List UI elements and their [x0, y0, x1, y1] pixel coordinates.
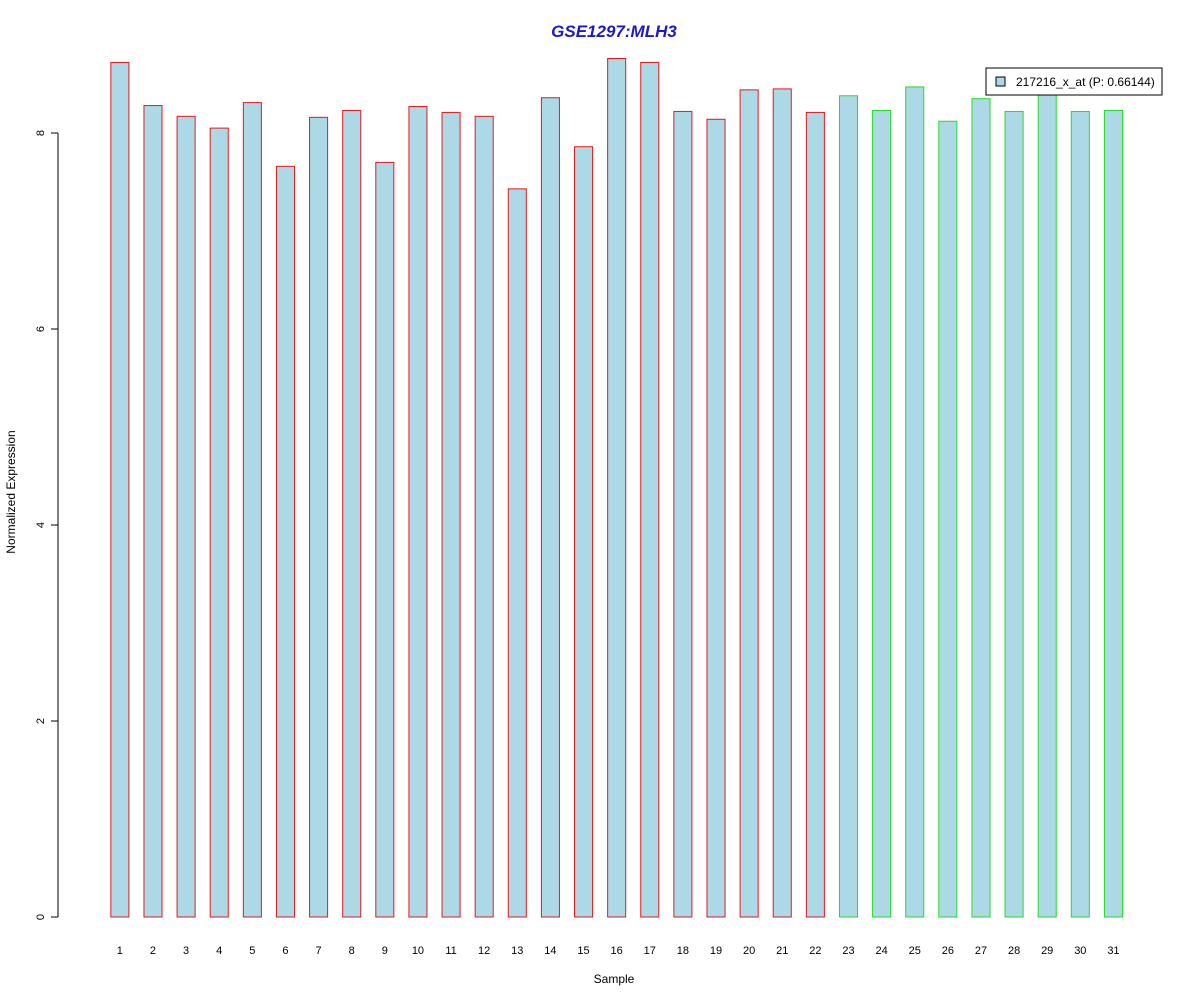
bar-sample-30 — [1070, 110, 1090, 918]
legend-entry: 217216_x_at (P: 0.66144) — [1016, 75, 1155, 89]
x-tick-label: 14 — [544, 945, 556, 957]
x-tick-label: 10 — [412, 945, 424, 957]
bar-sample-26 — [938, 120, 958, 918]
x-tick-label: 23 — [842, 945, 854, 957]
bar-sample-13 — [507, 188, 527, 918]
x-tick-label: 2 — [150, 945, 156, 957]
bar-sample-16 — [607, 58, 627, 918]
bar-sample-6 — [275, 165, 295, 918]
x-tick-label: 3 — [183, 945, 189, 957]
bar-sample-28 — [1004, 110, 1024, 918]
x-tick-label: 9 — [382, 945, 388, 957]
legend: 217216_x_at (P: 0.66144) — [985, 67, 1163, 96]
y-tick-label: 4 — [35, 522, 47, 528]
x-tick-label: 1 — [117, 945, 123, 957]
chart-title: GSE1297:MLH3 — [551, 22, 677, 41]
bar-sample-11 — [441, 111, 461, 918]
bar-sample-14 — [540, 97, 560, 918]
x-tick-label: 27 — [975, 945, 987, 957]
bar-sample-23 — [838, 95, 859, 918]
bar-sample-2 — [143, 105, 163, 918]
bar-sample-22 — [805, 111, 825, 918]
bar-sample-4 — [209, 127, 229, 918]
bars — [110, 58, 1123, 918]
bar-sample-3 — [176, 115, 196, 918]
bar-sample-25 — [905, 86, 925, 918]
bar-sample-27 — [971, 98, 991, 918]
x-tick-label: 11 — [445, 945, 456, 957]
legend-box — [985, 67, 1163, 96]
bar-sample-21 — [772, 88, 792, 918]
x-tick-label: 18 — [677, 945, 689, 957]
x-tick-labels: 1 2 3 4 5 6 7 8 9 10 11 12 13 14 15 16 17 18 19 20 21 22 23 24 2… — [117, 945, 1120, 957]
y-tick-label: 2 — [35, 718, 47, 724]
y-tick-label: 8 — [35, 130, 47, 136]
x-tick-label: 13 — [511, 945, 523, 957]
x-tick-label: 20 — [743, 945, 755, 957]
legend-swatch — [995, 76, 1006, 87]
bar-sample-7 — [309, 116, 329, 918]
bar-sample-5 — [242, 102, 262, 918]
x-tick-label: 6 — [282, 945, 288, 957]
y-tick-label: 0 — [35, 914, 47, 920]
x-tick-label: 26 — [942, 945, 954, 957]
x-tick-label: 5 — [249, 945, 255, 957]
y-axis: 0 2 4 6 8 — [35, 130, 59, 920]
x-tick-label: 12 — [478, 945, 490, 957]
x-tick-label: 28 — [1008, 945, 1020, 957]
x-tick-label: 4 — [216, 945, 222, 957]
y-tick-label: 6 — [35, 326, 47, 332]
x-tick-label: 30 — [1074, 945, 1086, 957]
x-tick-label: 25 — [909, 945, 921, 957]
x-tick-label: 19 — [710, 945, 722, 957]
y-axis-label: Normalized Expression — [4, 430, 18, 553]
bar-sample-20 — [739, 89, 759, 918]
bar-sample-15 — [574, 146, 594, 918]
bar-sample-10 — [408, 106, 428, 918]
x-tick-label: 24 — [875, 945, 887, 957]
bar-sample-9 — [375, 161, 395, 918]
x-tick-label: 22 — [809, 945, 821, 957]
bar-sample-24 — [872, 109, 892, 918]
x-tick-label: 15 — [577, 945, 589, 957]
bar-sample-29 — [1037, 93, 1057, 918]
x-tick-label: 8 — [349, 945, 355, 957]
bar-sample-17 — [640, 61, 660, 918]
x-tick-label: 7 — [316, 945, 322, 957]
bar-sample-8 — [342, 109, 362, 918]
bar-sample-1 — [110, 61, 130, 918]
bar-sample-31 — [1103, 109, 1123, 918]
bar-sample-19 — [706, 118, 726, 918]
x-tick-label: 31 — [1107, 945, 1119, 957]
bar-sample-12 — [474, 115, 494, 918]
x-tick-label: 17 — [644, 945, 656, 957]
x-tick-label: 16 — [611, 945, 623, 957]
x-axis-label: Sample — [594, 972, 635, 986]
bar-sample-18 — [673, 110, 693, 918]
x-tick-label: 21 — [776, 945, 788, 957]
x-tick-label: 29 — [1041, 945, 1053, 957]
